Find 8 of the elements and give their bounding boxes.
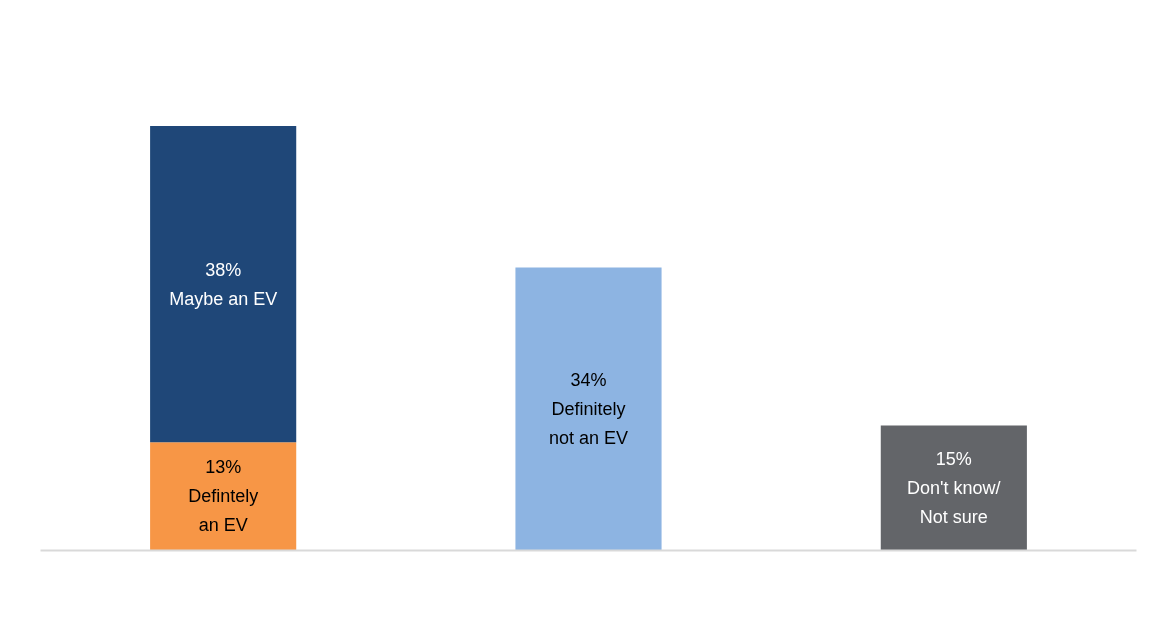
series-label: Defintely an EV (188, 486, 259, 536)
data-label: 15% (935, 449, 972, 470)
series-label: Definitely not an EV (548, 398, 629, 448)
series-label: Maybe an EV (169, 288, 278, 309)
data-label: 38% (205, 259, 242, 280)
data-label: 34% (570, 369, 607, 390)
data-label: 13% (205, 457, 242, 478)
series-label: Don't know/ Not sure (907, 478, 1001, 528)
